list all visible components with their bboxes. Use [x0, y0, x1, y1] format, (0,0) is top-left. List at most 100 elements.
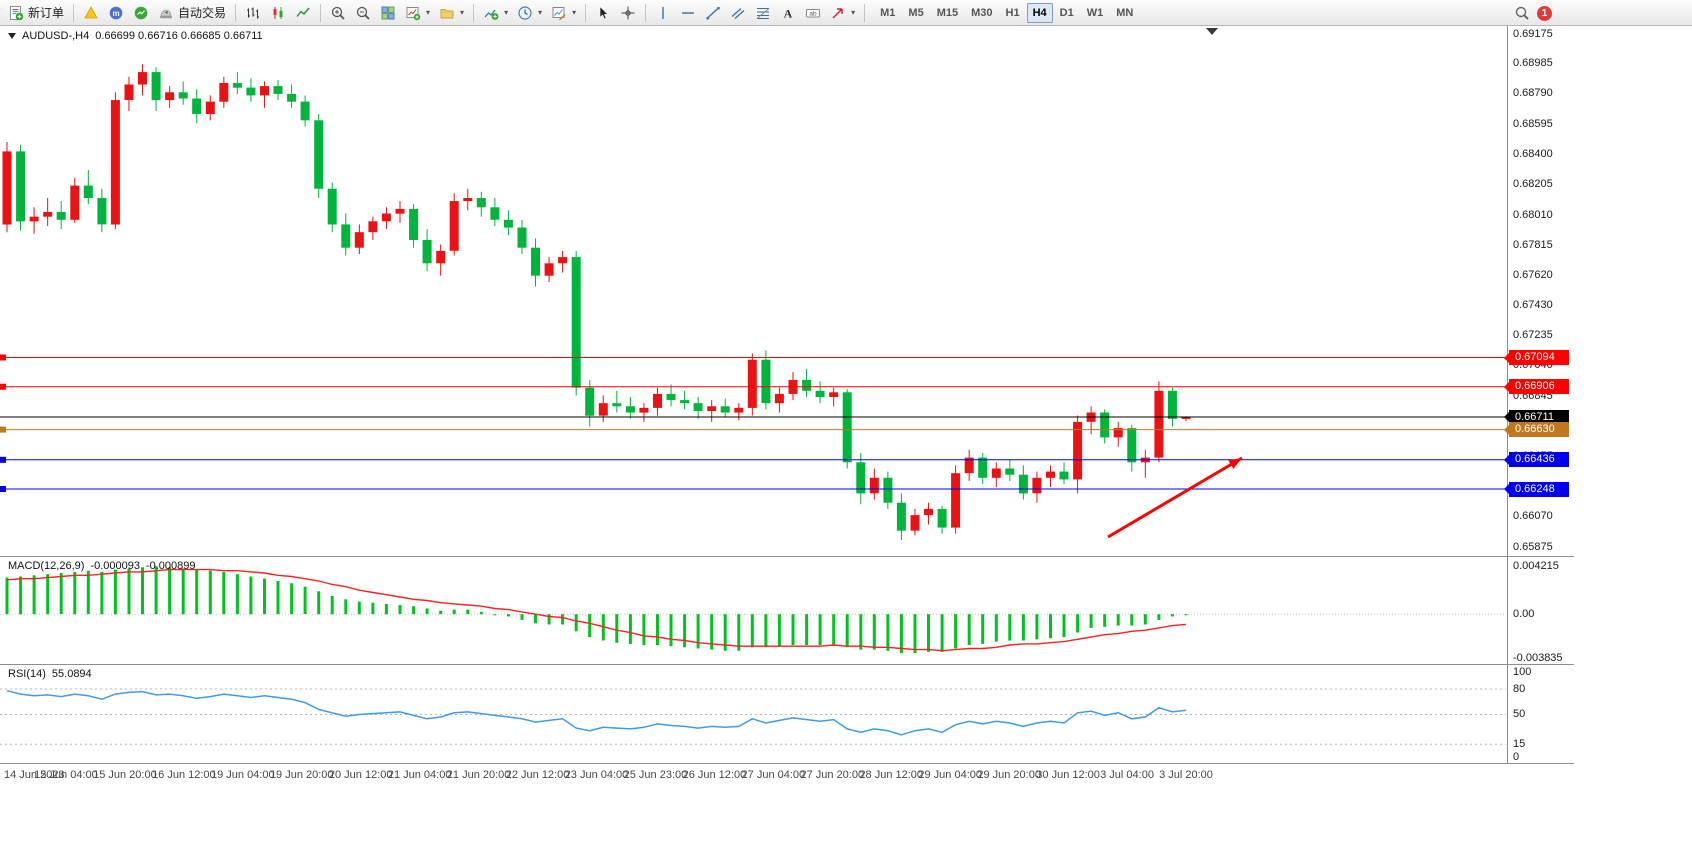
text-button[interactable]: A	[776, 2, 800, 24]
price-label: 0.68595	[1513, 117, 1553, 130]
price-label: 0.67620	[1513, 269, 1553, 282]
price-label: 0.69175	[1513, 27, 1553, 40]
templates-button[interactable]	[547, 2, 580, 24]
line-anchor	[0, 383, 6, 390]
text-icon: A	[784, 6, 793, 20]
zoom-in-icon	[331, 6, 345, 20]
line-anchor	[0, 486, 6, 492]
chart-title: AUDUSD-,H4 0.66699 0.66716 0.66685 0.6671…	[8, 30, 269, 42]
timeframe-button-h4[interactable]: H4	[1026, 2, 1053, 23]
search-icon[interactable]	[1514, 5, 1530, 21]
candlestick-chart-button[interactable]	[266, 2, 290, 24]
vertical-line-icon	[662, 6, 664, 19]
zoom-out-button[interactable]	[351, 2, 375, 24]
pane-splitter[interactable]	[0, 664, 1574, 665]
cursor-icon	[599, 5, 609, 19]
fibonacci-icon	[756, 7, 770, 19]
time-label: 23 Jun 04:00	[564, 769, 629, 781]
market-button[interactable]	[129, 2, 153, 24]
time-label: 26 Jun 12:00	[682, 769, 747, 781]
timeframe-button-d1[interactable]: D1	[1054, 3, 1080, 23]
vertical-line-button[interactable]	[651, 2, 675, 24]
profiles-icon	[440, 8, 454, 18]
price-label: 0.66070	[1513, 510, 1553, 523]
crosshair-button[interactable]	[616, 2, 640, 24]
timeframe-button-m5[interactable]: M5	[902, 3, 929, 23]
rsi-scale-label: 80	[1513, 682, 1526, 695]
mql5-community-button[interactable]: m	[104, 2, 128, 24]
price-label: 0.68985	[1513, 57, 1553, 70]
price-marker-support-line: 0.66248	[1504, 481, 1569, 497]
label-icon: ab	[806, 8, 821, 17]
price-label: 0.67235	[1513, 329, 1553, 342]
mql5-community-icon: m	[109, 6, 123, 19]
price-label: 0.65875	[1513, 540, 1553, 553]
macd-scale-label: 0.00	[1513, 607, 1535, 620]
cursor-button[interactable]	[591, 2, 615, 24]
line-anchor	[0, 354, 6, 361]
line-anchor	[0, 456, 6, 463]
label-button[interactable]: ab	[801, 2, 825, 24]
timeframe-button-h1[interactable]: H1	[1000, 3, 1026, 23]
notification-badge[interactable]: 1	[1537, 5, 1552, 21]
horizontal-line-button[interactable]	[676, 2, 700, 24]
rsi-label: RSI(14) 55.0894	[8, 668, 98, 680]
time-label: 29 Jun 20:00	[977, 769, 1041, 781]
arrows-button[interactable]	[826, 2, 859, 24]
time-axis: 14 Jun 2023 15 Jun 04:00 15 Jun 20:00 16 Ju…	[0, 763, 1506, 789]
new-chart-button[interactable]	[401, 2, 434, 24]
candlesticks	[2, 64, 1191, 540]
main-chart[interactable]	[0, 26, 1506, 556]
periods-button[interactable]	[513, 2, 546, 24]
auto-trading-button[interactable]: 自动交易	[154, 2, 230, 24]
profiles-button[interactable]	[435, 2, 468, 24]
timeframe-button-m30[interactable]: M30	[965, 3, 998, 23]
time-label: 15 Jun 04:00	[34, 769, 98, 781]
price-marker-support-line: 0.66436	[1504, 452, 1569, 468]
time-label: 21 Jun 20:00	[446, 769, 511, 781]
rsi-value: 55.0894	[51, 668, 92, 680]
timeframe-button-m1[interactable]: M1	[874, 3, 901, 23]
channel-button[interactable]	[726, 2, 750, 24]
zoom-in-button[interactable]	[326, 2, 350, 24]
trendline-button[interactable]	[701, 2, 725, 24]
indicators-icon	[484, 9, 499, 20]
price-label: 0.68205	[1513, 178, 1553, 191]
trend-arrow[interactable]	[1107, 456, 1243, 539]
time-label: 19 Jun 20:00	[269, 769, 334, 781]
pane-splitter[interactable]	[0, 556, 1574, 557]
chart-shift-marker[interactable]	[1206, 28, 1218, 35]
auto-trading-label: 自动交易	[178, 6, 227, 20]
macd-signal-line	[6, 568, 1187, 652]
rsi-pane[interactable]	[0, 666, 1506, 763]
channel-icon	[731, 7, 745, 19]
rsi-scale-label: 15	[1513, 737, 1526, 750]
indicators-button[interactable]	[479, 2, 512, 24]
macd-pane[interactable]	[0, 558, 1506, 664]
time-label: 16 Jun 12:00	[152, 769, 216, 781]
line-chart-button[interactable]	[291, 2, 315, 24]
timeframe-button-w1[interactable]: W1	[1081, 3, 1110, 23]
time-label: 20 Jun 12:00	[328, 769, 393, 781]
metaeditor-button[interactable]	[79, 2, 103, 24]
time-label: 27 Jun 04:00	[741, 769, 806, 781]
axis-separator	[0, 763, 1574, 764]
tile-windows-button[interactable]	[376, 2, 400, 24]
one-click-trading-icon[interactable]	[8, 33, 16, 40]
bar-chart-button[interactable]	[241, 2, 265, 24]
crosshair-icon	[621, 6, 635, 19]
rsi-scale-label: 50	[1513, 708, 1526, 720]
price-label: 0.68010	[1513, 208, 1553, 221]
toolbar-separator	[235, 3, 237, 22]
fibonacci-button[interactable]	[751, 2, 775, 24]
candlestick-chart-icon	[273, 6, 283, 19]
bar-chart-icon	[247, 7, 260, 18]
symbol-period-label: AUDUSD-,H4	[22, 30, 90, 42]
macd-scale-label: 0.004215	[1513, 559, 1559, 572]
periods-icon	[518, 5, 532, 20]
new-order-button[interactable]: 新订单	[4, 2, 68, 24]
timeframe-button-m15[interactable]: M15	[931, 3, 964, 23]
time-label: 27 Jun 20:00	[800, 769, 865, 781]
timeframe-button-mn[interactable]: MN	[1110, 3, 1139, 23]
macd-name: MACD(12,26,9)	[8, 560, 85, 572]
